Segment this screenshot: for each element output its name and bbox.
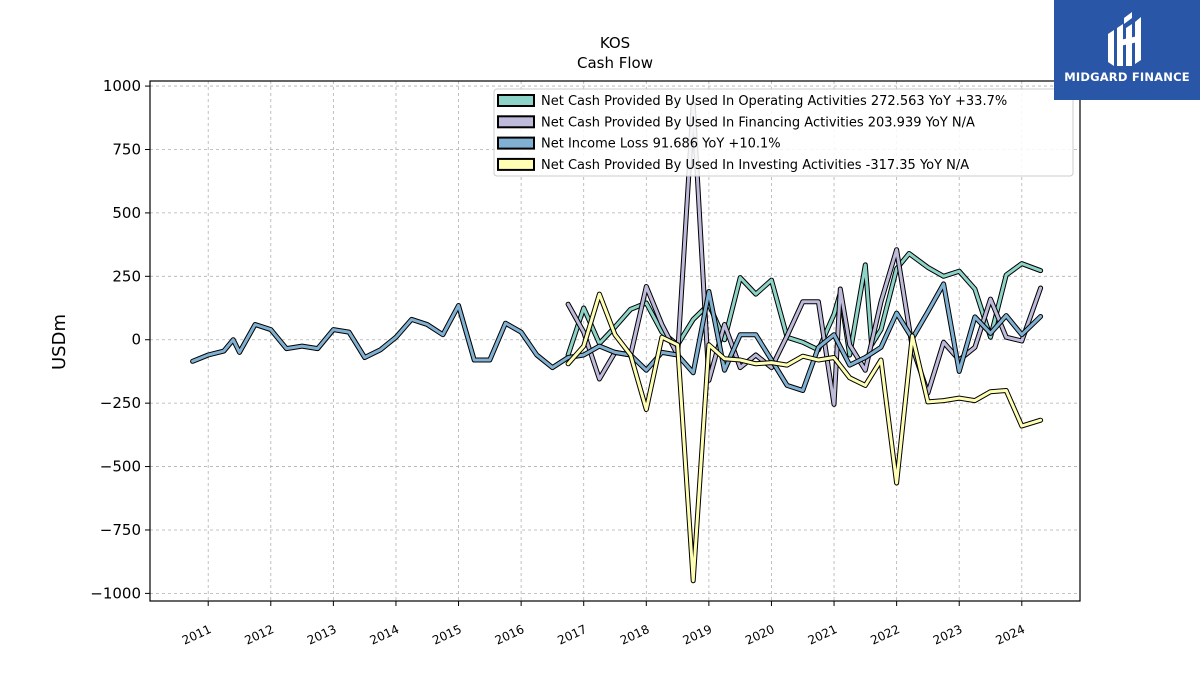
x-tick-label: 2024 xyxy=(993,622,1027,648)
x-tick-label: 2020 xyxy=(743,622,777,648)
x-tick-label: 2016 xyxy=(493,622,527,648)
x-tick-label: 2013 xyxy=(305,622,339,648)
midgard-logo-icon xyxy=(1108,12,1141,66)
brand-name: MIDGARD FINANCE xyxy=(1064,70,1190,84)
legend-label-2: Net Income Loss 91.686 YoY +10.1% xyxy=(541,137,781,152)
x-tick-label: 2011 xyxy=(180,622,214,648)
chart-subtitle: Cash Flow xyxy=(577,54,653,72)
brand-logo: MIDGARD FINANCE xyxy=(1054,0,1200,100)
y-tick-label: −250 xyxy=(100,394,141,412)
plot-frame xyxy=(149,80,1081,602)
x-tick-label: 2021 xyxy=(806,622,840,648)
y-tick-label: 0 xyxy=(131,331,141,349)
x-tick-label: 2017 xyxy=(555,622,589,648)
legend-label-1: Net Cash Provided By Used In Financing A… xyxy=(541,115,975,130)
legend-label-3: Net Cash Provided By Used In Investing A… xyxy=(541,158,969,173)
y-axis-label: USDm xyxy=(49,314,70,370)
legend-box xyxy=(493,88,1074,177)
legend-label-0: Net Cash Provided By Used In Operating A… xyxy=(541,94,1007,109)
y-tick-label: −750 xyxy=(100,521,141,539)
x-tick-label: 2012 xyxy=(242,622,276,648)
y-tick-label: 750 xyxy=(112,140,141,158)
x-tick-label: 2015 xyxy=(430,622,464,648)
legend-swatch-1 xyxy=(497,115,535,129)
series-2-line xyxy=(191,282,1043,392)
x-tick-label: 2014 xyxy=(368,622,402,648)
x-tick-label: 2019 xyxy=(681,622,715,648)
x-tick-label: 2023 xyxy=(931,622,965,648)
legend-swatch-2 xyxy=(497,136,535,150)
series-lines xyxy=(190,101,1044,584)
x-tick-label: 2022 xyxy=(868,622,902,648)
legend: Net Cash Provided By Used In Operating A… xyxy=(493,88,1074,177)
y-tick-label: −500 xyxy=(100,458,141,476)
y-tick-label: 500 xyxy=(112,204,141,222)
y-tick-label: 250 xyxy=(112,267,141,285)
legend-swatch-0 xyxy=(497,94,535,107)
chart-title: KOS xyxy=(600,34,630,52)
y-tick-label: 1000 xyxy=(103,77,141,95)
x-tick-label: 2018 xyxy=(618,622,652,648)
series-3-line xyxy=(566,292,1043,583)
legend-swatch-3 xyxy=(497,157,535,171)
y-tick-label: −1000 xyxy=(90,584,141,602)
